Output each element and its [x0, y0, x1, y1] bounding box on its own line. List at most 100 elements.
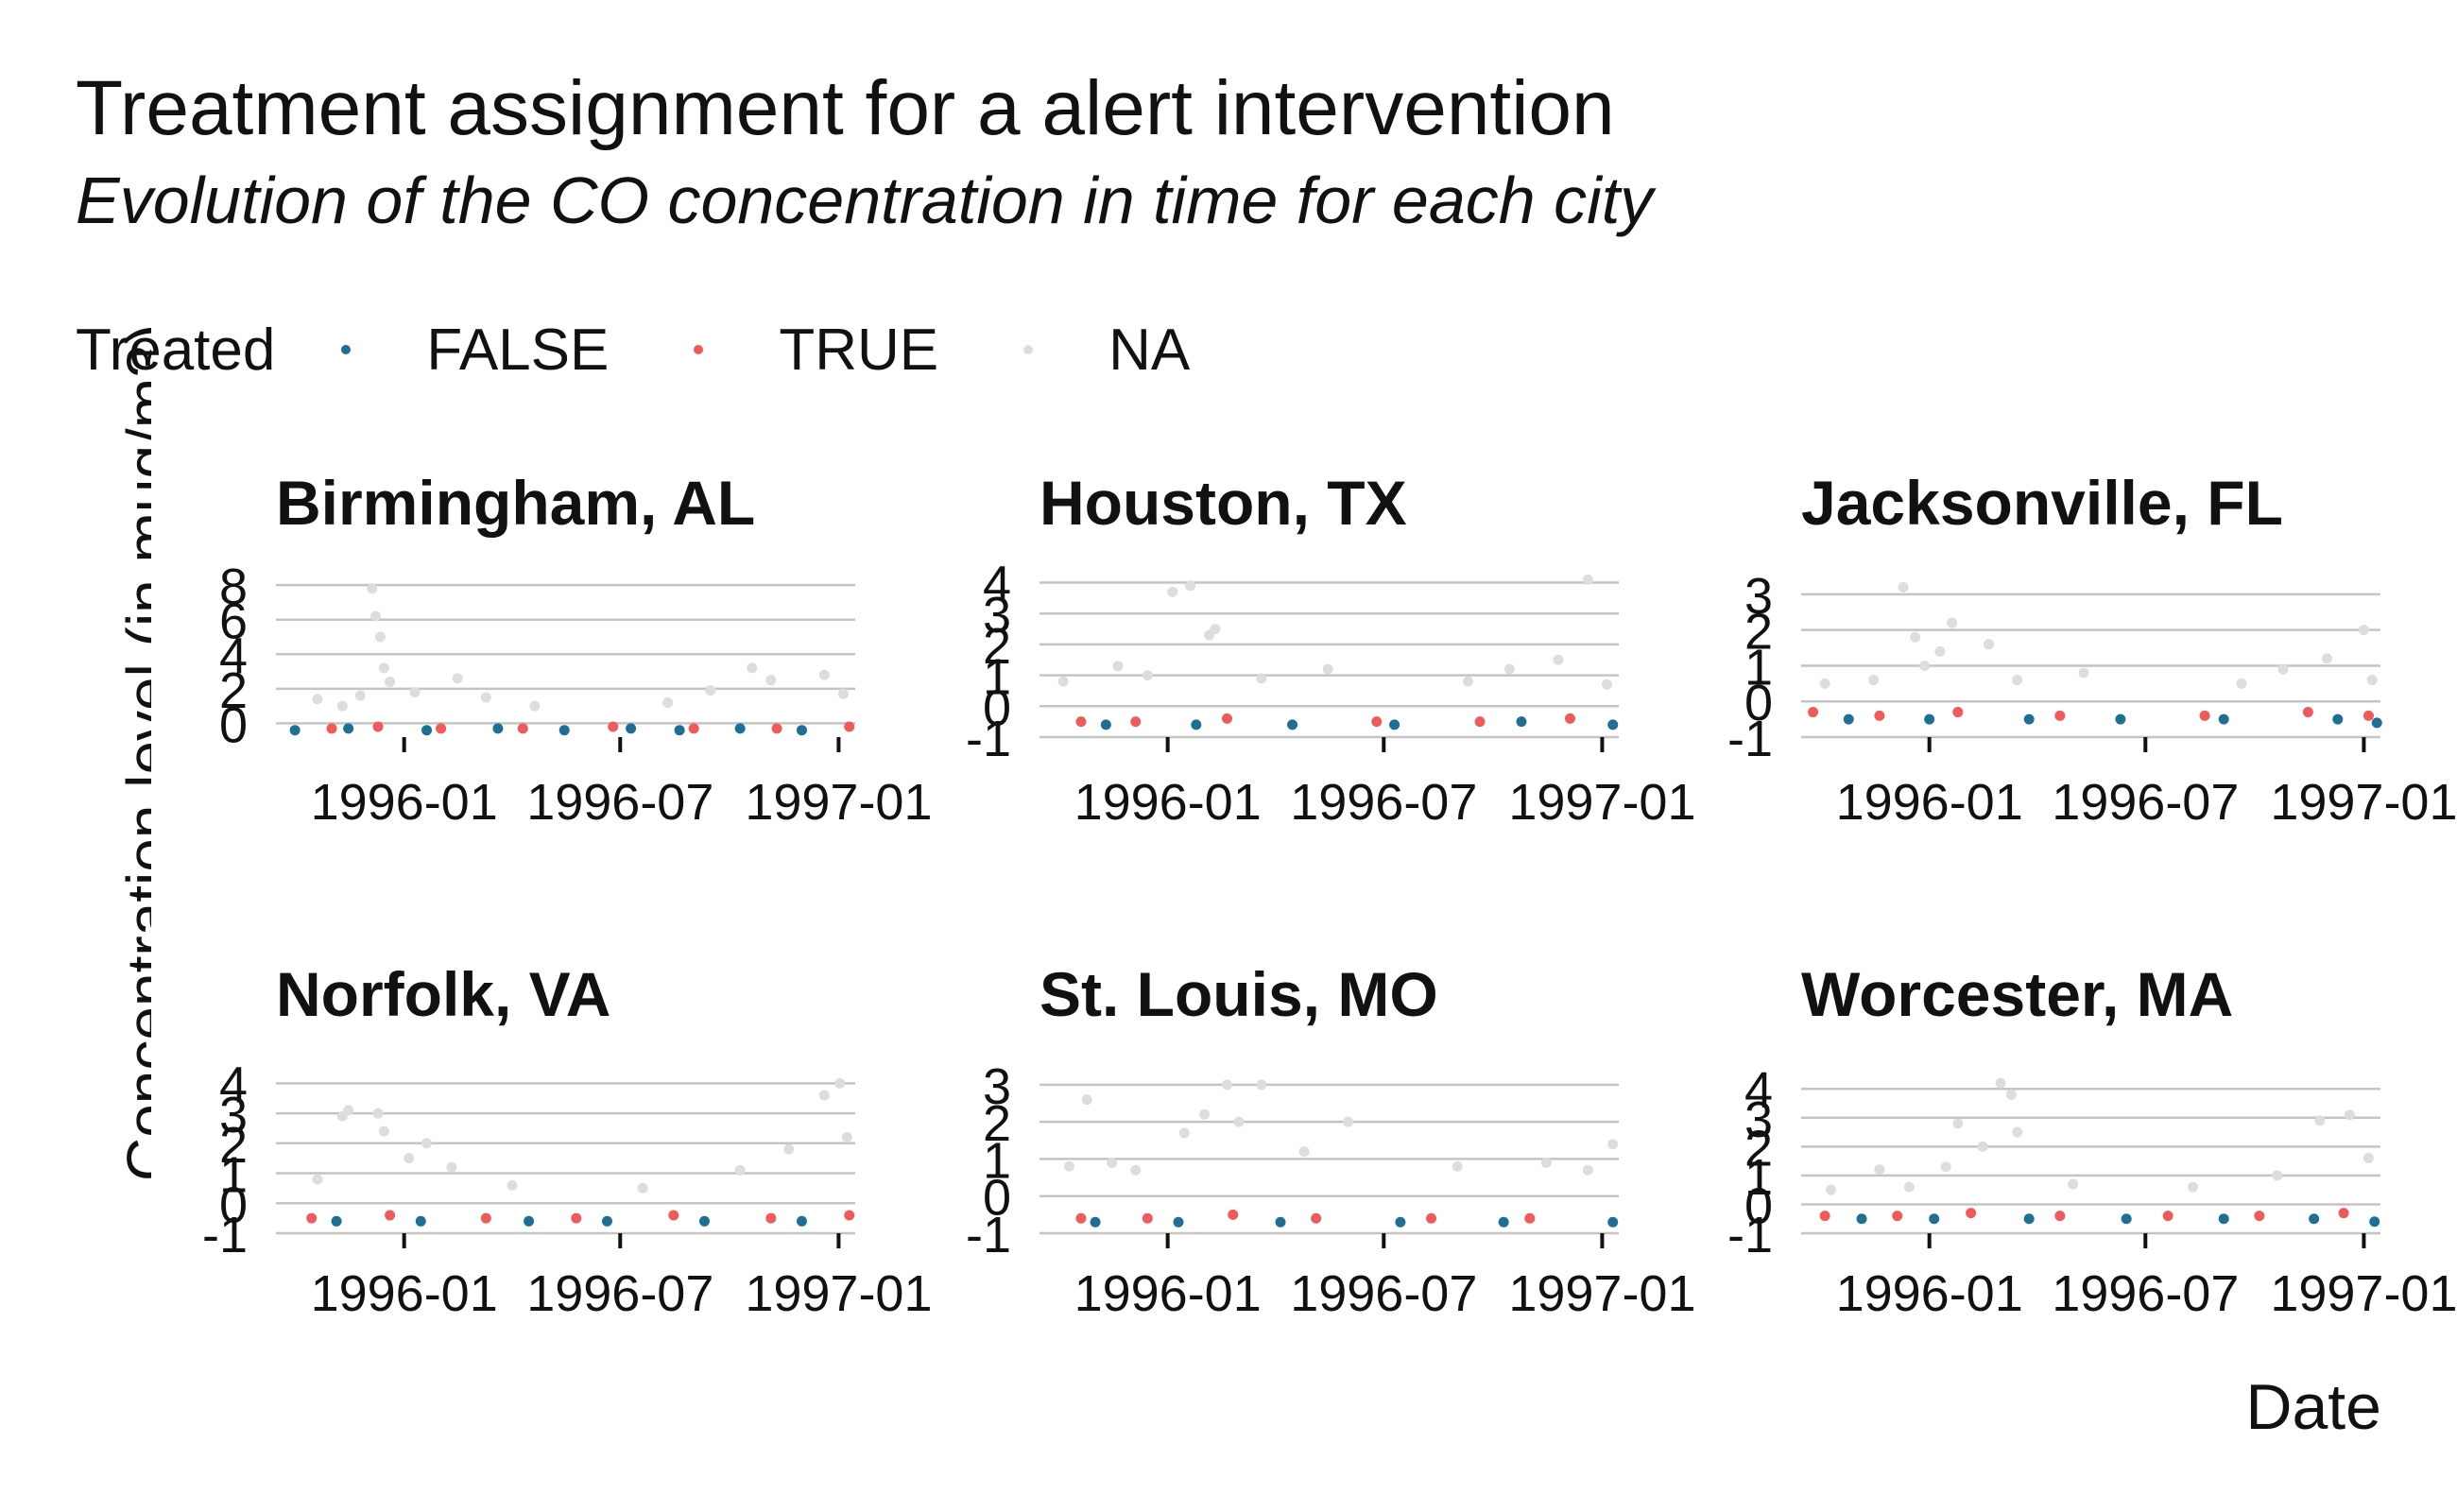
point-na: [1343, 1116, 1354, 1127]
point-false: [1924, 713, 1935, 725]
legend-item-na: NA: [1023, 317, 1190, 384]
point-false: [796, 725, 807, 736]
x-tick-label: 1996-01: [1074, 1265, 1262, 1322]
point-na: [818, 669, 830, 680]
point-na: [404, 1153, 415, 1164]
point-na: [354, 690, 366, 701]
x-tick-label: 1996-07: [526, 1265, 713, 1322]
series-true-points: [1808, 707, 2374, 721]
y-tick-label: -1: [1727, 711, 1773, 767]
point-true: [1524, 1212, 1536, 1224]
x-tick-label: 1997-01: [745, 1265, 932, 1322]
point-false: [2218, 713, 2229, 725]
legend-title: Treated: [76, 317, 276, 383]
point-na: [2236, 678, 2247, 689]
x-tick-label: 1996-01: [1836, 1265, 2023, 1322]
y-tick-label: 3: [1744, 568, 1773, 625]
panel-title: Jacksonville, FL: [1801, 468, 2283, 538]
point-na: [1210, 624, 1221, 635]
y-tick-label: 6: [219, 593, 248, 650]
legend-dot-na: [1023, 345, 1034, 354]
point-na: [1167, 586, 1178, 597]
point-na: [1977, 1141, 1988, 1152]
point-na: [375, 631, 387, 643]
point-na: [818, 1090, 830, 1101]
point-na: [312, 694, 323, 705]
series-true-points: [1075, 1209, 1536, 1224]
point-true: [1130, 716, 1142, 728]
point-na: [1940, 1161, 1951, 1173]
y-tick-label: 4: [1744, 1062, 1773, 1119]
point-na: [2358, 625, 2369, 636]
point-na: [834, 1077, 846, 1089]
point-na: [2277, 663, 2289, 675]
point-na: [1452, 1160, 1463, 1172]
point-false: [1100, 719, 1111, 730]
point-na: [1107, 1157, 1118, 1168]
legend-item-false: FALSE: [341, 317, 609, 384]
point-false: [2371, 717, 2382, 729]
point-na: [2188, 1181, 2199, 1193]
x-tick-label: 1996-07: [2052, 1265, 2239, 1322]
point-true: [2199, 710, 2210, 721]
point-na: [446, 1161, 457, 1173]
point-false: [1498, 1216, 1509, 1228]
point-true: [2054, 710, 2066, 721]
point-false: [1843, 713, 1854, 725]
point-na: [507, 1179, 518, 1191]
point-false: [2023, 1213, 2035, 1225]
legend-dot-false: [341, 345, 352, 354]
y-tick-label: 2: [219, 662, 248, 719]
point-false: [2115, 713, 2126, 725]
series-na-points: [1819, 581, 2378, 689]
point-na: [2078, 667, 2089, 679]
point-false: [1607, 719, 1619, 730]
point-na: [1142, 670, 1153, 681]
point-false: [2309, 1213, 2320, 1225]
point-false: [2121, 1213, 2132, 1225]
series-true-points: [1819, 1208, 2349, 1222]
point-na: [1607, 1139, 1619, 1150]
y-tick-label: 8: [219, 558, 248, 615]
point-false: [698, 1215, 710, 1227]
point-na: [372, 1108, 384, 1119]
point-na: [1462, 676, 1473, 687]
point-na: [1582, 1164, 1593, 1176]
series-false-points: [1090, 1216, 1619, 1228]
point-na: [385, 677, 396, 688]
point-na: [841, 1131, 852, 1143]
panel-title: Norfolk, VA: [276, 959, 610, 1029]
y-tick-label: 1: [1744, 639, 1773, 696]
point-na: [2362, 1153, 2374, 1164]
point-na: [1919, 660, 1931, 671]
point-na: [705, 685, 716, 696]
point-true: [1371, 716, 1383, 728]
point-true: [1474, 716, 1486, 728]
point-na: [1178, 1127, 1190, 1139]
y-tick-label: 0: [983, 679, 1011, 736]
point-false: [343, 723, 354, 734]
point-true: [1564, 713, 1575, 724]
point-na: [409, 686, 421, 697]
point-true: [1892, 1211, 1903, 1222]
y-tick-label: 2: [219, 1117, 248, 1174]
point-false: [2023, 713, 2035, 725]
point-na: [1540, 1157, 1552, 1168]
point-na: [734, 1164, 746, 1176]
series-false-points: [289, 723, 807, 736]
point-false: [1090, 1216, 1101, 1228]
point-na: [1221, 1079, 1232, 1091]
point-na: [747, 662, 758, 674]
point-true: [385, 1210, 396, 1221]
point-na: [1298, 1146, 1310, 1158]
point-false: [289, 725, 301, 736]
y-tick-label: 0: [1744, 1177, 1773, 1234]
point-true: [2162, 1211, 2174, 1222]
point-na: [1553, 654, 1564, 665]
point-na: [1322, 663, 1333, 675]
y-tick-label: 3: [983, 1058, 1011, 1115]
y-tick-label: -1: [1727, 1207, 1773, 1263]
x-tick-label: 1997-01: [2270, 774, 2457, 831]
x-axis-label: Date: [2245, 1371, 2381, 1443]
